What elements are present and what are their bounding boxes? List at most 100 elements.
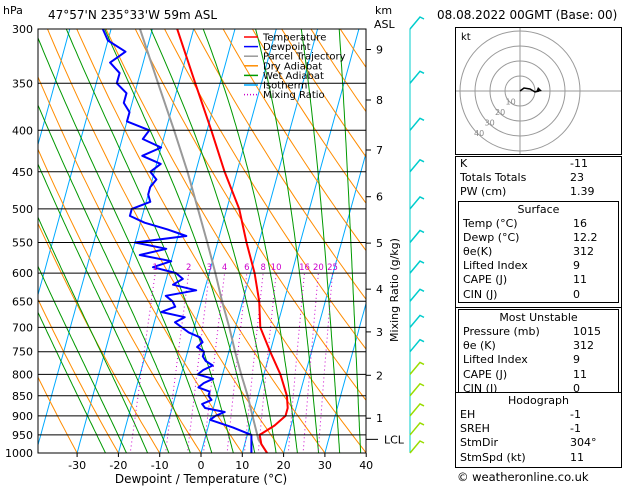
surface-value: 11 bbox=[573, 273, 587, 287]
pressure-tick-label: 850 bbox=[12, 390, 33, 403]
wind-barb bbox=[409, 229, 425, 243]
pressure-tick-label: 300 bbox=[12, 23, 33, 36]
altitude-tick-label: 1 bbox=[376, 412, 383, 425]
dry-adiabat-line bbox=[46, 29, 285, 453]
dry-adiabat-line bbox=[38, 298, 119, 453]
isotherm-line bbox=[76, 29, 195, 453]
surface-row: CAPE (J) 11 bbox=[459, 273, 618, 287]
legend-label: Temperature bbox=[262, 33, 326, 44]
dry-adiabat-line bbox=[281, 29, 366, 158]
hodograph-stats-panel: Hodograph EH -1 SREH -1 StmDir 304° StmSpd (kt… bbox=[455, 392, 622, 468]
wind-barb bbox=[409, 288, 425, 302]
wet-adiabat-line bbox=[38, 103, 191, 453]
dry-adiabat-line bbox=[251, 29, 366, 205]
mixing-ratio-axis-label: Mixing Ratio (g/kg) bbox=[388, 238, 401, 342]
most-unstable-row: θe (K) 312 bbox=[459, 339, 618, 353]
altitude-tick-label: 7 bbox=[376, 144, 383, 157]
mixing-ratio-line bbox=[287, 273, 305, 453]
surface-value: 0 bbox=[573, 287, 580, 301]
dry-adiabat-line bbox=[105, 29, 366, 453]
mixing-ratio-label: 6 bbox=[244, 263, 249, 273]
indices-panel: K -11 Totals Totals 23 PW (cm) 1.39 Surface T… bbox=[455, 156, 622, 310]
altitude-tick-label: 6 bbox=[376, 191, 383, 204]
legend-label: Isotherm bbox=[263, 81, 307, 92]
x-tick-label: 10 bbox=[235, 459, 249, 472]
wet-adiabat-line bbox=[300, 29, 341, 453]
altitude-tick-label: 8 bbox=[376, 94, 383, 107]
most-unstable-value: 1015 bbox=[573, 325, 601, 338]
altitude-tick-label: 9 bbox=[376, 44, 383, 57]
wind-barb bbox=[409, 195, 425, 210]
wet-adiabat-line bbox=[38, 265, 128, 453]
mixing-ratio-line bbox=[226, 273, 248, 453]
pressure-tick-label: 900 bbox=[12, 410, 33, 423]
wind-barb bbox=[409, 421, 425, 436]
dry-adiabat-line bbox=[38, 222, 161, 453]
wet-adiabat-line bbox=[38, 36, 213, 453]
most-unstable-row: Pressure (mb) 1015 bbox=[459, 325, 618, 339]
index-row: Totals Totals 23 bbox=[456, 171, 621, 185]
index-row: K -11 bbox=[456, 157, 621, 171]
hodograph-stat-value: 304° bbox=[570, 436, 597, 450]
wind-barb bbox=[409, 70, 425, 84]
pressure-tick-label: 950 bbox=[12, 429, 33, 442]
dry-adiabat-line bbox=[222, 29, 366, 252]
isotherm-line bbox=[38, 29, 71, 147]
wet-adiabat-line bbox=[150, 29, 277, 453]
wind-barb bbox=[409, 260, 425, 274]
dry-adiabat-line bbox=[164, 29, 366, 350]
isotherm-line bbox=[283, 151, 366, 453]
plot-area bbox=[38, 17, 629, 470]
x-axis-label: Dewpoint / Temperature (°C) bbox=[115, 472, 287, 486]
surface-rows: Temp (°C) 16 Dewp (°C) 12.2 θe(K) 312 Lifted I… bbox=[459, 217, 618, 302]
x-tick-label: 0 bbox=[198, 459, 205, 472]
surface-row: θe(K) 312 bbox=[459, 245, 618, 259]
wet-adiabat-line bbox=[255, 29, 320, 453]
index-value: 1.39 bbox=[570, 185, 595, 199]
most-unstable-value: 312 bbox=[573, 339, 594, 353]
hodograph-stats-title: Hodograph bbox=[508, 394, 569, 407]
surface-label: CIN (J) bbox=[463, 287, 498, 301]
x-tick-label: 30 bbox=[318, 459, 332, 472]
most-unstable-row: Lifted Index 9 bbox=[459, 353, 618, 367]
mixing-ratio-label: 16 bbox=[299, 263, 310, 273]
dry-adiabat-line bbox=[622, 17, 629, 470]
isotherm-line bbox=[38, 29, 153, 447]
surface-value: 12.2 bbox=[573, 230, 598, 244]
altitude-tick-label: 4 bbox=[376, 283, 383, 296]
legend-label: Parcel Trajectory bbox=[263, 52, 346, 63]
wet-adiabat-line bbox=[338, 29, 362, 453]
mixing-ratio-label: 8 bbox=[260, 263, 265, 273]
hodograph-stat-label: SREH bbox=[460, 422, 490, 436]
hpa-axis-unit: hPa bbox=[3, 4, 23, 17]
pressure-tick-label: 750 bbox=[12, 346, 33, 359]
hodograph-stat-row: SREH -1 bbox=[456, 422, 621, 436]
most-unstable-label: CIN (J) bbox=[463, 381, 498, 395]
indices-list: K -11 Totals Totals 23 PW (cm) 1.39 bbox=[456, 157, 621, 200]
most-unstable-title: Most Unstable bbox=[499, 311, 578, 324]
surface-row: Temp (°C) 16 bbox=[459, 217, 618, 231]
wind-barb bbox=[409, 361, 425, 375]
most-unstable-value: 0 bbox=[573, 381, 580, 395]
legend-label: Dry Adiabat bbox=[263, 61, 322, 72]
altitude-tick-label: 2 bbox=[376, 369, 383, 382]
asl-axis-unit: ASL bbox=[374, 18, 395, 31]
surface-row: Dewp (°C) 12.2 bbox=[459, 231, 618, 245]
pressure-tick-label: 650 bbox=[12, 295, 33, 308]
legend-label: Mixing Ratio bbox=[263, 90, 325, 101]
surface-label: Temp (°C) bbox=[463, 216, 518, 230]
dry-adiabat-line bbox=[38, 148, 202, 453]
surface-value: 16 bbox=[573, 216, 587, 230]
mixing-ratio-line bbox=[165, 273, 190, 453]
most-unstable-rows: Pressure (mb) 1015 θe (K) 312 Lifted Index 9 C… bbox=[459, 325, 618, 396]
hodograph-ring-label: 40 bbox=[474, 129, 484, 138]
hodograph-stat-value: -1 bbox=[570, 408, 581, 421]
isotherm-line bbox=[241, 29, 360, 453]
hodograph-storm-arrow bbox=[536, 87, 542, 92]
pressure-tick-label: 800 bbox=[12, 368, 33, 381]
pressure-tick-label: 700 bbox=[12, 321, 33, 334]
hodograph-stat-label: EH bbox=[460, 408, 476, 421]
most-unstable-label: θe (K) bbox=[463, 339, 496, 353]
wind-barb bbox=[409, 117, 425, 131]
pressure-tick-label: 450 bbox=[12, 166, 33, 179]
